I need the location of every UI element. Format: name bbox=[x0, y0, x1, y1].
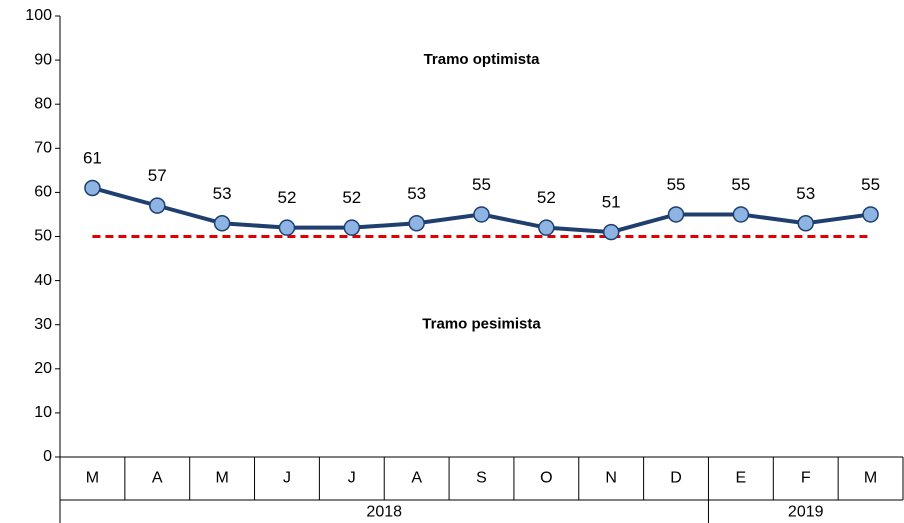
data-point bbox=[538, 219, 555, 236]
x-tick-label: A bbox=[411, 470, 422, 487]
data-label: 53 bbox=[796, 184, 815, 203]
y-tick-label: 90 bbox=[34, 51, 52, 68]
group-label: 2019 bbox=[788, 504, 824, 521]
data-point bbox=[84, 179, 101, 197]
group-label: 2018 bbox=[366, 504, 402, 521]
data-point bbox=[797, 215, 814, 232]
y-tick-label: 0 bbox=[43, 448, 52, 465]
x-tick-label: S bbox=[476, 470, 487, 487]
data-label: 51 bbox=[602, 193, 621, 212]
data-point bbox=[408, 215, 425, 232]
annotation: Tramo pesimista bbox=[422, 316, 541, 333]
y-tick-label: 50 bbox=[34, 228, 52, 245]
x-tick-label: O bbox=[540, 470, 552, 487]
data-label: 52 bbox=[537, 188, 556, 207]
data-label: 52 bbox=[342, 188, 361, 207]
y-tick-label: 80 bbox=[34, 95, 52, 112]
y-tick-label: 60 bbox=[34, 184, 52, 201]
data-label: 55 bbox=[731, 175, 750, 194]
data-point bbox=[732, 206, 750, 223]
data-point bbox=[343, 219, 361, 236]
x-tick-label: M bbox=[215, 470, 228, 487]
y-tick-label: 20 bbox=[34, 360, 52, 377]
y-tick-label: 70 bbox=[34, 140, 52, 157]
x-tick-label: F bbox=[801, 470, 811, 487]
data-point bbox=[667, 206, 685, 223]
y-tick-label: 30 bbox=[34, 316, 52, 333]
y-tick-label: 100 bbox=[25, 7, 52, 24]
data-label: 55 bbox=[861, 175, 880, 194]
x-tick-label: A bbox=[152, 470, 163, 487]
data-label: 52 bbox=[278, 188, 297, 207]
x-tick-label: N bbox=[605, 470, 617, 487]
data-point bbox=[278, 219, 296, 236]
annotation: Tramo optimista bbox=[424, 51, 541, 68]
data-label: 53 bbox=[407, 184, 426, 203]
data-point bbox=[602, 223, 620, 241]
x-tick-label: M bbox=[86, 470, 99, 487]
data-point bbox=[473, 206, 490, 223]
data-label: 55 bbox=[472, 175, 491, 194]
data-label: 53 bbox=[213, 184, 232, 203]
y-tick-label: 10 bbox=[34, 404, 52, 421]
x-tick-label: J bbox=[348, 470, 356, 487]
data-point bbox=[213, 215, 231, 232]
data-label: 57 bbox=[148, 166, 167, 185]
x-tick-label: J bbox=[283, 470, 291, 487]
data-point bbox=[149, 197, 166, 214]
x-tick-label: E bbox=[736, 470, 747, 487]
x-tick-label: M bbox=[864, 470, 877, 487]
data-point bbox=[862, 206, 879, 223]
data-label: 61 bbox=[83, 148, 102, 167]
y-tick-label: 40 bbox=[34, 272, 52, 289]
data-label: 55 bbox=[667, 175, 686, 194]
x-tick-label: D bbox=[670, 470, 682, 487]
